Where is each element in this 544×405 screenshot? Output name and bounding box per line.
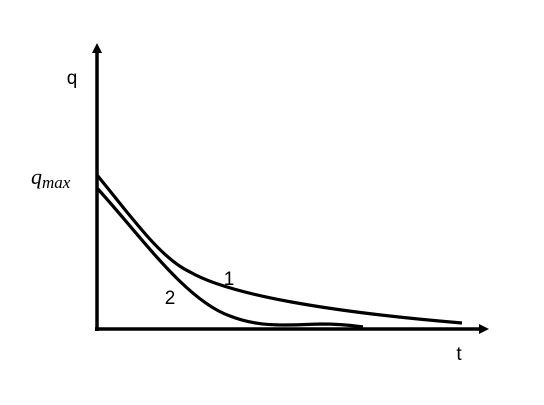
curve-1 <box>95 173 463 325</box>
y-axis-label: q <box>67 68 78 89</box>
curve-label: 1 <box>224 269 235 290</box>
q-max-label: qmax <box>31 164 71 192</box>
curve-label: 2 <box>165 288 176 309</box>
q-max-base: q <box>31 164 42 189</box>
q-max-subscript: max <box>42 173 71 192</box>
curve-2 <box>95 186 364 329</box>
x-axis-label: t <box>456 344 462 365</box>
